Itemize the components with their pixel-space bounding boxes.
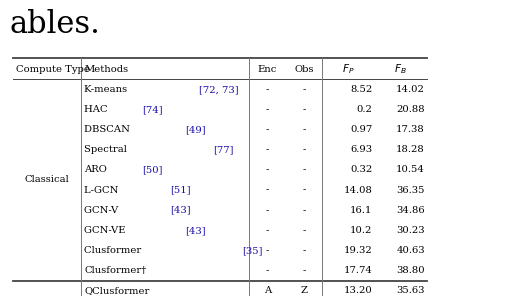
Text: -: - (302, 246, 305, 255)
Text: -: - (302, 145, 305, 154)
Text: -: - (266, 145, 269, 154)
Text: $F_B$: $F_B$ (395, 62, 407, 76)
Text: [35]: [35] (242, 246, 263, 255)
Text: -: - (266, 186, 269, 194)
Text: 20.88: 20.88 (396, 105, 425, 114)
Text: 36.35: 36.35 (397, 186, 425, 194)
Text: -: - (266, 246, 269, 255)
Text: GCN-VE: GCN-VE (84, 226, 129, 235)
Text: -: - (266, 125, 269, 134)
Text: -: - (302, 206, 305, 215)
Text: -: - (266, 105, 269, 114)
Text: 30.23: 30.23 (396, 226, 425, 235)
Text: HAC: HAC (84, 105, 111, 114)
Text: 0.2: 0.2 (357, 105, 373, 114)
Text: Spectral: Spectral (84, 145, 130, 154)
Text: ables.: ables. (9, 9, 100, 40)
Text: 17.38: 17.38 (396, 125, 425, 134)
Text: Compute Type: Compute Type (16, 65, 90, 74)
Text: [43]: [43] (170, 206, 191, 215)
Text: -: - (302, 105, 305, 114)
Text: -: - (302, 85, 305, 94)
Text: 13.20: 13.20 (344, 286, 373, 295)
Text: 16.1: 16.1 (350, 206, 373, 215)
Text: 19.32: 19.32 (344, 246, 373, 255)
Text: Clusformer: Clusformer (84, 246, 145, 255)
Text: -: - (302, 266, 305, 275)
Text: DBSCAN: DBSCAN (84, 125, 134, 134)
Text: QClusformer: QClusformer (84, 286, 150, 295)
Text: Methods: Methods (84, 65, 128, 74)
Text: A: A (264, 286, 271, 295)
Text: [77]: [77] (213, 145, 234, 154)
Text: -: - (302, 226, 305, 235)
Text: -: - (266, 165, 269, 174)
Text: ARO: ARO (84, 165, 111, 174)
Text: Z: Z (300, 286, 308, 295)
Text: 0.32: 0.32 (351, 165, 373, 174)
Text: 40.63: 40.63 (396, 246, 425, 255)
Text: 35.63: 35.63 (397, 286, 425, 295)
Text: -: - (302, 125, 305, 134)
Text: [50]: [50] (141, 165, 162, 174)
Text: 34.86: 34.86 (396, 206, 425, 215)
Text: Classical: Classical (25, 176, 70, 184)
Text: [51]: [51] (170, 186, 191, 194)
Text: 14.02: 14.02 (396, 85, 425, 94)
Text: 18.28: 18.28 (396, 145, 425, 154)
Text: Obs: Obs (294, 65, 314, 74)
Text: 6.93: 6.93 (351, 145, 373, 154)
Text: K-means: K-means (84, 85, 130, 94)
Text: GCN-V: GCN-V (84, 206, 122, 215)
Text: 38.80: 38.80 (396, 266, 425, 275)
Text: L-GCN: L-GCN (84, 186, 122, 194)
Text: [72, 73]: [72, 73] (199, 85, 239, 94)
Text: 10.2: 10.2 (350, 226, 373, 235)
Text: 14.08: 14.08 (344, 186, 373, 194)
Text: [43]: [43] (185, 226, 205, 235)
Text: -: - (302, 165, 305, 174)
Text: 8.52: 8.52 (351, 85, 373, 94)
Text: -: - (266, 206, 269, 215)
Text: -: - (266, 85, 269, 94)
Text: -: - (266, 266, 269, 275)
Text: -: - (266, 226, 269, 235)
Text: 10.54: 10.54 (396, 165, 425, 174)
Text: 0.97: 0.97 (351, 125, 373, 134)
Text: [49]: [49] (185, 125, 205, 134)
Text: -: - (302, 186, 305, 194)
Text: Clusformer†: Clusformer† (84, 266, 147, 275)
Text: 17.74: 17.74 (344, 266, 373, 275)
Text: [74]: [74] (141, 105, 162, 114)
Text: $F_P$: $F_P$ (342, 62, 355, 76)
Text: Enc: Enc (258, 65, 277, 74)
